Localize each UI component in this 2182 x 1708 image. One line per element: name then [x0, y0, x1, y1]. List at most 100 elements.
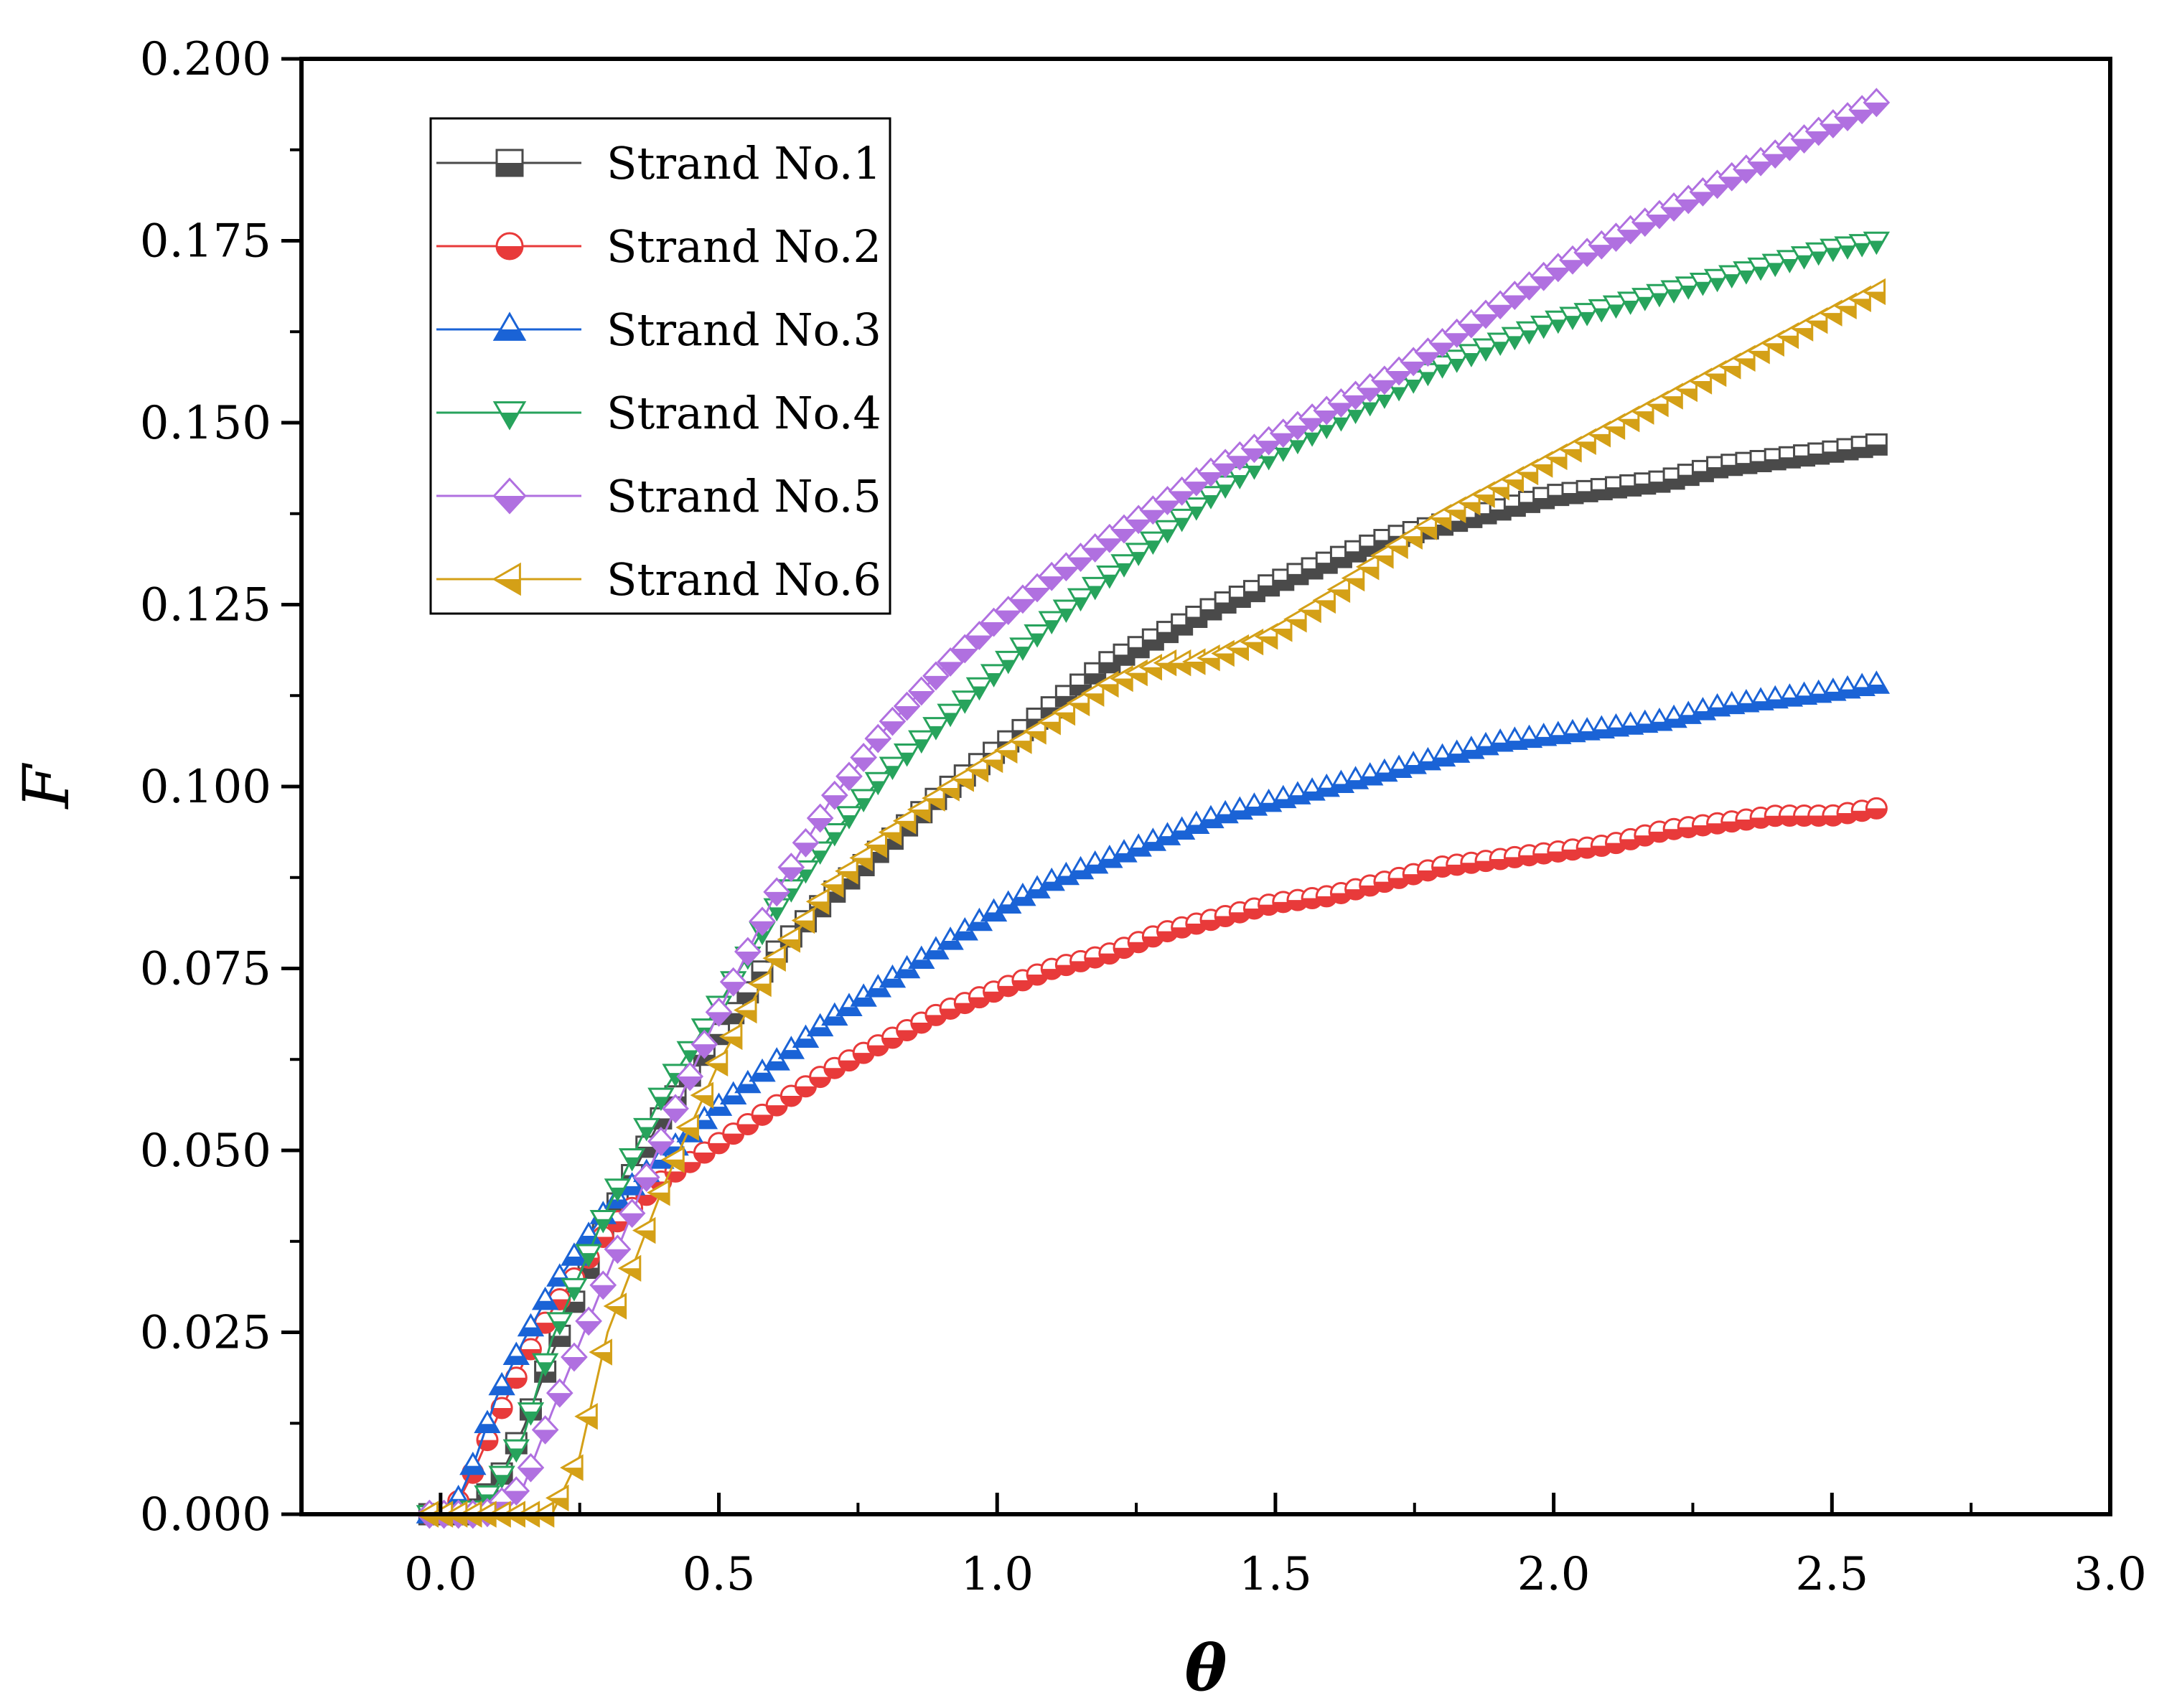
data-point: [502, 1476, 530, 1506]
data-point-fill: [781, 1095, 802, 1106]
data-point: [531, 1353, 559, 1377]
data-point: [762, 944, 786, 972]
data-point-fill: [1389, 878, 1410, 888]
data-point-fill: [853, 1053, 874, 1064]
data-point: [922, 784, 945, 812]
legend-marker: [492, 311, 527, 341]
data-point-fill: [810, 1076, 830, 1087]
data-point: [821, 822, 848, 847]
x-tick-label: 1.5: [1239, 1548, 1312, 1601]
data-point: [1674, 375, 1698, 403]
data-point: [632, 1216, 656, 1244]
data-point-fill: [1128, 942, 1149, 952]
data-point: [777, 1036, 805, 1059]
legend-marker-fill: [497, 246, 523, 259]
data-point: [1659, 383, 1683, 410]
legend-entry-2: Strand No.2: [436, 220, 881, 273]
data-point-fill: [1171, 927, 1192, 938]
data-point-fill: [925, 1015, 946, 1026]
data-point: [849, 844, 873, 872]
x-tick-label: 1.0: [960, 1548, 1034, 1601]
x-tick-label: 0.0: [404, 1548, 477, 1601]
data-point: [1805, 242, 1832, 266]
data-point: [1125, 543, 1152, 566]
data-point: [647, 1127, 675, 1156]
data-point: [1863, 670, 1891, 694]
legend-marker: [495, 149, 524, 177]
legend-label: Strand No.3: [607, 304, 881, 356]
data-point: [1168, 508, 1196, 532]
series-line: [429, 683, 1877, 1516]
data-point: [1428, 504, 1452, 531]
y-tick-label: 0.075: [140, 943, 271, 996]
x-axis: 0.0 0.5 1.0 1.5 2.0 2.5 3.0: [300, 1493, 2147, 1601]
data-point: [1703, 360, 1727, 388]
data-point: [850, 789, 877, 813]
data-point: [1530, 315, 1558, 339]
data-point: [951, 690, 978, 714]
y-axis: 0.000 0.025 0.050 0.075 0.100 0.125 0.150 0.175…: [140, 33, 301, 1542]
data-point: [1486, 332, 1514, 357]
data-point-fill: [694, 1153, 715, 1163]
data-point-fill: [1866, 808, 1887, 819]
data-point: [763, 1047, 790, 1071]
data-point: [589, 1210, 617, 1234]
data-point: [1761, 253, 1789, 278]
data-point-fill: [752, 1115, 773, 1125]
data-point-fill: [1331, 893, 1352, 904]
data-point: [1863, 231, 1891, 255]
data-point: [502, 1439, 530, 1463]
data-point: [661, 1146, 685, 1173]
data-point-fill: [1634, 835, 1655, 846]
data-point: [1790, 246, 1818, 270]
data-point: [718, 1023, 743, 1051]
data-point: [835, 806, 863, 830]
data-point: [604, 1234, 632, 1264]
data-point-fill: [1114, 947, 1135, 958]
data-point: [561, 1277, 588, 1302]
y-tick-label: 0.050: [140, 1125, 271, 1178]
data-point: [965, 755, 989, 783]
data-point: [1616, 405, 1640, 433]
data-point-fill: [767, 1105, 787, 1116]
data-point: [1458, 344, 1485, 367]
data-point: [1775, 322, 1799, 349]
data-point: [633, 1117, 660, 1142]
data-point: [1024, 624, 1051, 648]
data-point: [1183, 497, 1210, 521]
data-point: [1820, 238, 1847, 263]
data-point: [1312, 586, 1336, 614]
data-point: [561, 1242, 588, 1266]
data-point: [545, 1484, 569, 1511]
data-point: [980, 664, 1008, 688]
data-point: [806, 803, 834, 833]
y-axis-title: F: [9, 763, 83, 810]
plot-area: [415, 88, 1891, 1529]
legend-marker: [492, 477, 527, 515]
data-point: [1008, 727, 1032, 754]
data-point: [937, 703, 964, 728]
data-point: [979, 746, 1003, 774]
legend-entry-6: Strand No.6: [436, 553, 881, 606]
y-tick-label: 0.175: [140, 215, 271, 268]
data-point: [820, 871, 844, 898]
data-point: [1515, 321, 1543, 345]
data-point: [749, 906, 776, 937]
data-point: [1153, 520, 1181, 544]
data-point: [1630, 398, 1654, 425]
data-point: [1660, 280, 1687, 304]
data-point: [1602, 295, 1630, 319]
y-tick-label: 0.025: [140, 1307, 271, 1360]
data-point: [546, 1312, 573, 1336]
data-point: [864, 771, 891, 796]
data-point: [1080, 680, 1105, 707]
data-point-fill: [506, 1377, 527, 1388]
data-point: [1616, 291, 1644, 315]
data-point: [1370, 542, 1394, 569]
data-point: [1573, 428, 1596, 456]
data-point: [864, 723, 892, 754]
data-point-fill: [1027, 975, 1048, 985]
data-point: [1789, 314, 1814, 342]
legend-label: Strand No.2: [607, 220, 881, 273]
y-tick-label: 0.125: [140, 579, 271, 632]
